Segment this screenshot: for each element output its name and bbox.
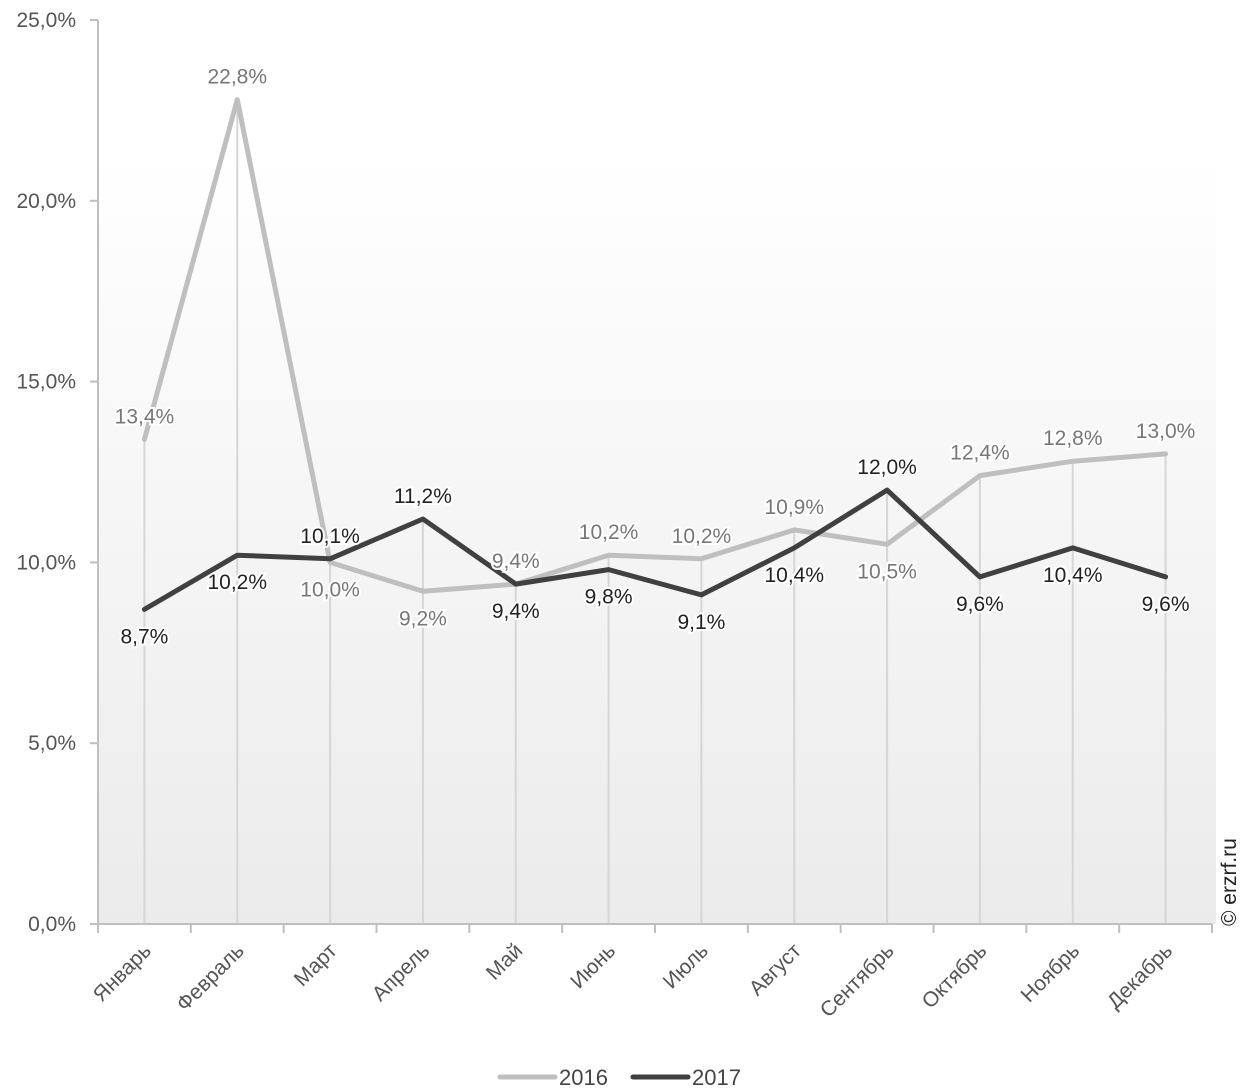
legend: 2016 2017 (497, 1065, 741, 1088)
data-label-2016: 13,4% (115, 405, 175, 428)
data-label-2016: 10,9% (764, 496, 824, 519)
y-tick-label: 25,0% (16, 9, 76, 32)
series-line-2016 (141, 97, 1169, 594)
data-label-2016: 9,2% (399, 607, 447, 630)
legend-label-2016: 2016 (559, 1065, 608, 1088)
data-label-2017: 9,8% (585, 586, 633, 609)
y-tick-label: 0,0% (28, 913, 76, 936)
x-tick-label: Ноябрь (1016, 939, 1084, 1007)
plot-background (98, 20, 1216, 924)
data-label-2017: 9,1% (677, 611, 725, 634)
series-line-2017 (141, 487, 1169, 612)
data-label-2017: 8,7% (120, 625, 168, 648)
x-tick-label: Январь (89, 939, 156, 1006)
data-label-2016: 10,2% (672, 525, 732, 548)
x-tick-label: Декабрь (1103, 939, 1177, 1013)
series-lines (141, 97, 1169, 612)
y-tick-label: 10,0% (16, 551, 76, 574)
data-label-2016: 10,2% (579, 521, 639, 544)
data-label-2017: 10,1% (300, 525, 360, 548)
data-label-2017: 12,0% (857, 456, 917, 479)
x-tick-label: Февраль (172, 939, 249, 1016)
data-label-2017: 10,4% (1043, 564, 1103, 587)
data-label-2017: 9,6% (956, 593, 1004, 616)
y-tick-label: 5,0% (28, 732, 76, 755)
data-label-2016: 12,4% (950, 442, 1010, 465)
data-label-2017: 9,4% (492, 600, 540, 623)
x-tick-label: Август (745, 939, 806, 1000)
drop-lines (143, 99, 1167, 924)
x-tick-label: Июль (659, 939, 713, 993)
x-tick-label: Март (290, 939, 342, 991)
data-label-2017: 9,6% (1142, 593, 1190, 616)
data-label-2017: 11,2% (394, 485, 452, 508)
x-tick-label: Октябрь (918, 939, 992, 1013)
x-tick-label: Апрель (368, 939, 435, 1006)
data-label-2016: 9,4% (492, 550, 540, 573)
data-label-2016: 10,5% (857, 560, 917, 583)
x-tick-label: Июнь (566, 939, 620, 993)
copyright-text: © erzrf.ru (1218, 838, 1241, 926)
data-label-2017: 10,2% (207, 571, 267, 594)
legend-label-2017: 2017 (692, 1065, 741, 1088)
x-tick-label: Сентябрь (816, 939, 899, 1022)
y-tick-label: 15,0% (16, 371, 76, 394)
data-labels: 13,4% 8,7% 22,8% 10,2% 10,0% 10,1% 9,2% 11,2% 9,… (113, 64, 1198, 651)
y-tick-label: 20,0% (16, 190, 76, 213)
data-label-2016: 13,0% (1136, 420, 1196, 443)
data-label-2016: 10,0% (300, 578, 360, 601)
data-label-2016: 12,8% (1043, 427, 1103, 450)
data-label-2016: 22,8% (207, 66, 267, 89)
data-label-2017: 10,4% (764, 564, 824, 587)
x-tick-label: Май (482, 939, 527, 984)
